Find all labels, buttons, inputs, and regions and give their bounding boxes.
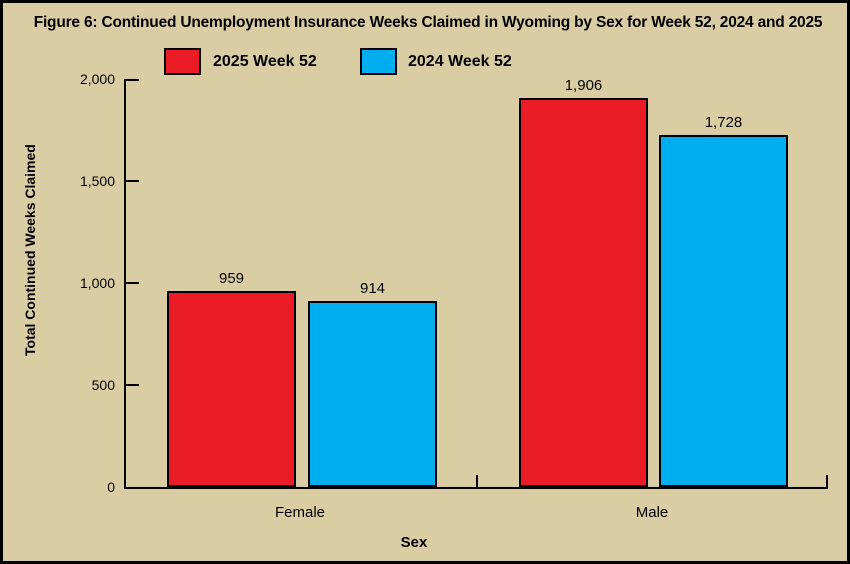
bar-value-label-female-2024: 914 — [359, 279, 386, 297]
ytick-label-1000: 1,000 — [79, 275, 115, 291]
x-tick-mark-right — [826, 475, 828, 487]
bar-value-label-male-2024: 1,728 — [704, 113, 743, 131]
legend-label-2024: 2024 Week 52 — [408, 53, 512, 70]
y-tick-mark — [126, 384, 139, 386]
bar-value-label-male-2025: 1,906 — [564, 77, 603, 95]
bar-male-2024 — [659, 134, 788, 487]
ytick-label-2000: 2,000 — [79, 71, 115, 87]
y-tick-mark — [126, 79, 139, 81]
ytick-label-1500: 1,500 — [79, 173, 115, 189]
bar-female-2024 — [308, 300, 437, 487]
x-axis-title: Sex — [400, 534, 428, 551]
legend-swatch-2024 — [360, 48, 397, 75]
ytick-label-0: 0 — [107, 479, 115, 495]
bar-female-2025 — [167, 291, 296, 487]
legend-label-2025: 2025 Week 52 — [213, 53, 317, 70]
legend-swatch-2025 — [164, 48, 201, 75]
plot-area: 959 914 1,906 1,728 — [124, 77, 828, 489]
y-tick-mark — [126, 282, 139, 284]
bar-value-label-female-2025: 959 — [218, 270, 245, 288]
ytick-label-500: 500 — [91, 377, 115, 393]
y-tick-mark — [126, 180, 139, 182]
category-label-female: Female — [274, 504, 326, 521]
category-label-male: Male — [635, 504, 669, 521]
chart-title: Figure 6: Continued Unemployment Insuran… — [33, 14, 823, 31]
x-tick-mark-mid — [476, 475, 478, 487]
bar-male-2025 — [519, 98, 648, 487]
